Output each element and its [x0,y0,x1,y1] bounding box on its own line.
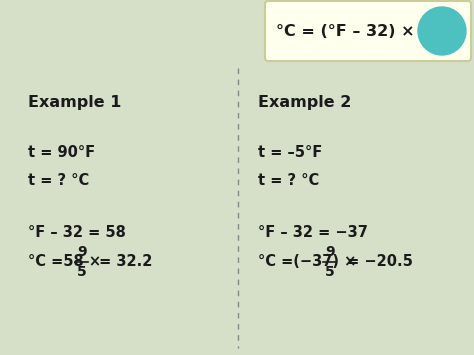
Text: °F – 32 = −37: °F – 32 = −37 [258,225,368,240]
Text: Example 2: Example 2 [258,95,351,110]
Text: = −20.5: = −20.5 [342,255,413,269]
Text: °C =58 ×: °C =58 × [28,255,106,269]
Text: 5: 5 [77,265,87,279]
Text: °F – 32 = 58: °F – 32 = 58 [28,225,126,240]
Text: 9: 9 [436,9,448,27]
Text: t = –5°F: t = –5°F [258,145,322,160]
Text: 5: 5 [325,265,335,279]
Text: 9: 9 [325,245,335,259]
Circle shape [418,7,466,55]
Text: t = ? °C: t = ? °C [28,173,89,188]
Text: t = ? °C: t = ? °C [258,173,319,188]
Text: °C =(−37) ×: °C =(−37) × [258,255,362,269]
Text: 5: 5 [436,35,448,53]
Text: °C = (°F – 32) ×: °C = (°F – 32) × [276,23,420,38]
Text: Example 1: Example 1 [28,95,121,110]
Text: t = 90°F: t = 90°F [28,145,95,160]
Text: = 32.2: = 32.2 [94,255,152,269]
Text: 9: 9 [77,245,87,259]
FancyBboxPatch shape [265,1,471,61]
